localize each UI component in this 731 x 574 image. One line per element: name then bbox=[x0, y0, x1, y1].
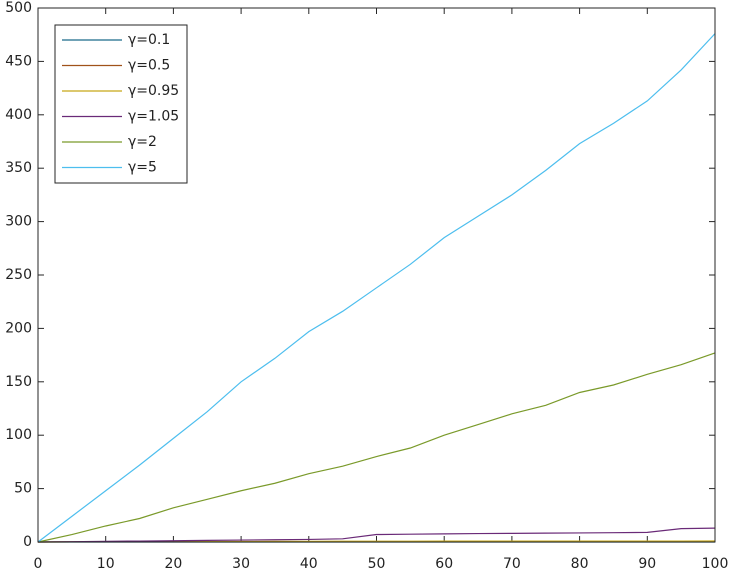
y-tick-label: 500 bbox=[5, 0, 32, 16]
y-tick-label: 450 bbox=[5, 53, 32, 69]
y-tick-label: 0 bbox=[23, 534, 32, 550]
y-tick-label: 400 bbox=[5, 107, 32, 123]
series-line bbox=[37, 527, 716, 543]
legend-label: γ=5 bbox=[128, 160, 157, 176]
x-tick-label: 50 bbox=[368, 556, 386, 572]
y-tick-label: 100 bbox=[5, 427, 32, 443]
legend-label: γ=0.95 bbox=[128, 83, 179, 99]
y-tick-label: 50 bbox=[14, 481, 32, 497]
legend-box bbox=[54, 24, 188, 184]
x-tick-label: 80 bbox=[571, 556, 589, 572]
x-tick-label: 0 bbox=[34, 556, 43, 572]
x-tick-label: 70 bbox=[503, 556, 521, 572]
y-tick-label: 250 bbox=[5, 267, 32, 283]
legend-label: γ=0.5 bbox=[128, 58, 170, 74]
x-tick-label: 60 bbox=[435, 556, 453, 572]
legend-label: γ=1.05 bbox=[128, 109, 179, 125]
y-tick-label: 200 bbox=[5, 320, 32, 336]
x-tick-label: 30 bbox=[232, 556, 250, 572]
series-line bbox=[37, 33, 716, 543]
y-tick-label: 150 bbox=[5, 374, 32, 390]
legend-label: γ=2 bbox=[128, 134, 157, 150]
x-tick-label: 40 bbox=[300, 556, 318, 572]
x-tick-label: 20 bbox=[164, 556, 182, 572]
y-tick-label: 300 bbox=[5, 214, 32, 230]
x-tick-label: 90 bbox=[638, 556, 656, 572]
x-tick-label: 100 bbox=[702, 556, 729, 572]
x-tick-label: 10 bbox=[97, 556, 115, 572]
series-line bbox=[37, 352, 716, 543]
plot-frame bbox=[37, 7, 716, 543]
y-tick-label: 350 bbox=[5, 160, 32, 176]
legend-label: γ=0.1 bbox=[128, 32, 170, 48]
